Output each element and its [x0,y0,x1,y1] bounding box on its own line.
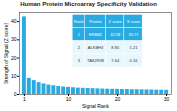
svg-text:42.58: 42.58 [110,32,121,37]
svg-text:0.16: 0.16 [130,58,139,63]
svg-text:ERBB2: ERBB2 [89,32,103,37]
svg-text:S score: S score [127,19,141,24]
svg-text:7.64: 7.64 [111,58,120,63]
svg-text:1.21: 1.21 [130,45,139,50]
svg-text:1: 1 [23,96,26,102]
svg-text:30: 30 [164,96,170,102]
svg-text:Signal Rank: Signal Rank [82,103,109,109]
svg-text:2: 2 [78,45,81,50]
svg-text:40: 40 [11,18,17,24]
svg-text:8.85: 8.85 [111,45,120,50]
svg-text:1: 1 [78,32,81,37]
svg-text:33.71: 33.71 [128,32,139,37]
svg-text:Protein: Protein [89,19,102,24]
svg-text:10: 10 [66,96,72,102]
svg-text:Strength of Signal (Z score): Strength of Signal (Z score) [3,23,9,84]
svg-text:30: 30 [11,36,17,42]
svg-text:ALKBH3: ALKBH3 [88,45,104,50]
html-text:Human Protein Microarray Speci: Human Protein Microarray Specificity Val… [20,1,157,7]
svg-text:20: 20 [115,96,121,102]
svg-text:3: 3 [78,58,81,63]
svg-text:Z score: Z score [109,19,123,24]
svg-text:TAS2R38: TAS2R38 [87,58,105,63]
svg-text:20: 20 [11,55,17,61]
svg-text:10: 10 [11,73,17,79]
svg-text:0: 0 [14,91,17,97]
svg-text:Rank: Rank [74,19,83,24]
